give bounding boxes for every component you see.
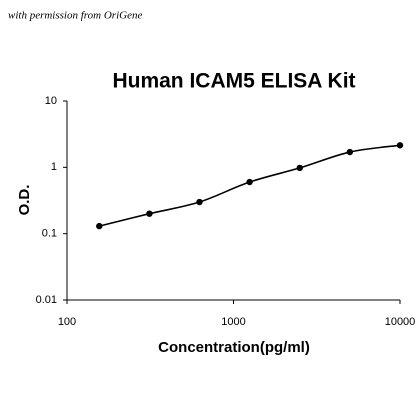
y-axis-label: O.D. [16, 185, 33, 216]
chart-title: Human ICAM5 ELISA Kit [112, 70, 355, 93]
point [196, 198, 203, 206]
y-tick-label: 0.1 [42, 228, 57, 240]
point [96, 222, 103, 230]
y-tick-label: 0.01 [36, 294, 57, 306]
x-tick-label: 10000 [385, 316, 416, 328]
point [346, 148, 354, 156]
x-tick-label: 100 [58, 316, 76, 328]
point [246, 178, 253, 186]
x-axis-label: Concentration(pg/ml) [158, 339, 310, 356]
credit: with permission from OriGene [8, 10, 142, 22]
point [146, 210, 153, 217]
x-tick-label: 1000 [221, 316, 245, 328]
curve [99, 144, 401, 227]
y-tick-label: 1 [51, 161, 57, 173]
point [296, 164, 303, 172]
point [396, 142, 404, 149]
y-tick-label: 10 [45, 95, 57, 107]
